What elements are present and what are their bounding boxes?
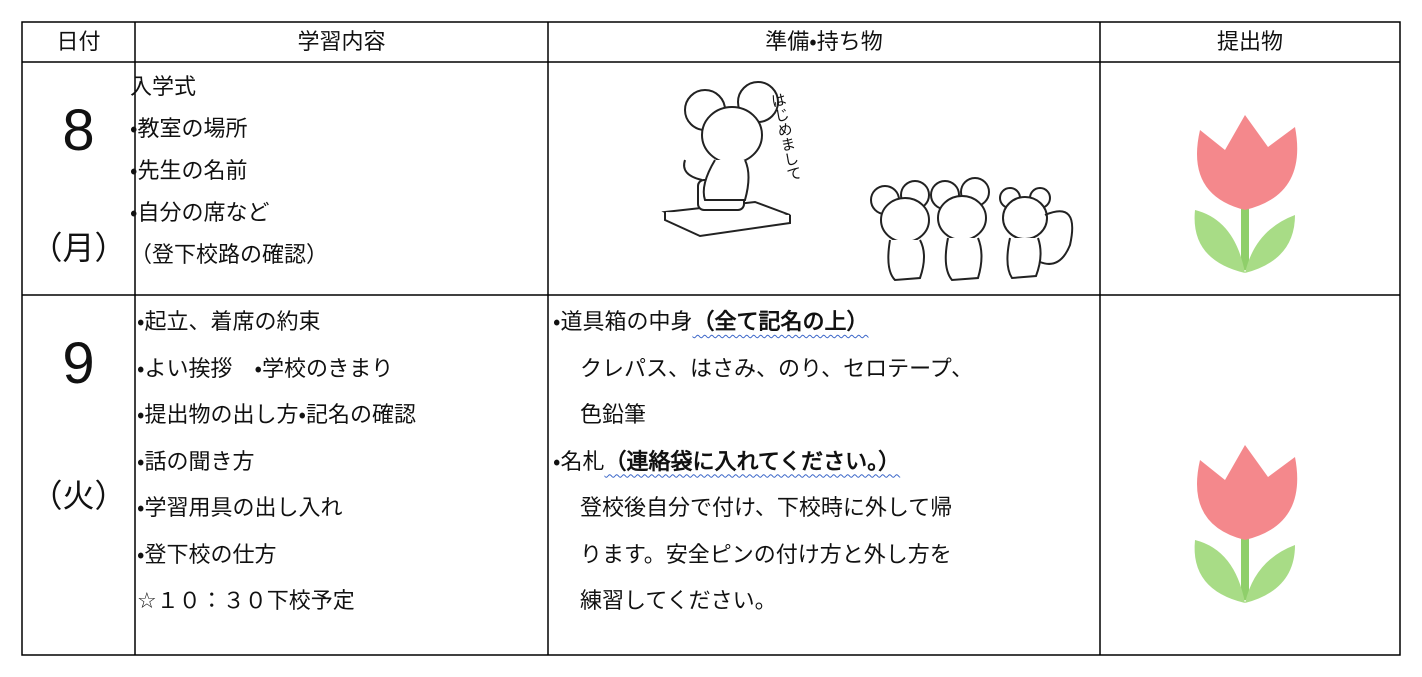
- prep-item: ・名札（連絡袋に入れてください。）: [553, 448, 901, 474]
- content-line: ・話の聞き方: [137, 448, 255, 474]
- header-cell: 日付: [56, 29, 101, 54]
- tulip-icon: [1194, 445, 1298, 603]
- prep-lead: ・道具箱の中身: [553, 309, 693, 334]
- content-line: ・自分の席など: [130, 200, 270, 225]
- day-of-week: （月）: [30, 230, 127, 266]
- prep-detail: クレパス、はさみ、のり、セロテープ、: [580, 355, 974, 381]
- tulip-icon: [1194, 115, 1298, 273]
- date-number: 9: [62, 331, 95, 396]
- prep-detail: 色鉛筆: [580, 402, 647, 427]
- date-number: 8: [62, 98, 95, 163]
- content-line: ☆１０：３０下校予定: [137, 588, 355, 613]
- content-line: ・登下校の仕方: [137, 541, 277, 567]
- prep-emphasis: （全て記名の上）: [692, 309, 869, 334]
- content-line: （登下校路の確認）: [130, 242, 329, 267]
- prep-detail: 登校後自分で付け、下校時に外して帰: [580, 495, 953, 520]
- content-line: ・起立、着席の約束: [137, 309, 321, 334]
- mouse-illustration: [661, 81, 791, 238]
- animals-illustration: [870, 177, 1074, 282]
- content-line: ・よい挨拶 ・学校のきまり: [137, 355, 394, 381]
- content-line: ・教室の場所: [130, 116, 248, 141]
- content-line: ・先生の名前: [130, 158, 248, 183]
- day-of-week: （火）: [30, 478, 127, 514]
- header-cell: 学習内容: [297, 29, 386, 54]
- content-line: 入学式: [130, 74, 197, 99]
- content-line: ・学習用具の出し入れ: [137, 495, 343, 520]
- content-line: ・提出物の出し方・記名の確認: [137, 402, 416, 427]
- prep-lead: ・名札: [553, 448, 605, 474]
- header-cell: 提出物: [1216, 29, 1283, 54]
- header-cell: 準備・持ち物: [765, 29, 883, 54]
- prep-item: ・道具箱の中身（全て記名の上）: [553, 311, 869, 333]
- prep-detail: ります。安全ピンの付け方と外し方を: [580, 541, 952, 567]
- prep-detail: 練習してください。: [580, 588, 777, 613]
- prep-emphasis: （連絡袋に入れてください。）: [604, 448, 901, 474]
